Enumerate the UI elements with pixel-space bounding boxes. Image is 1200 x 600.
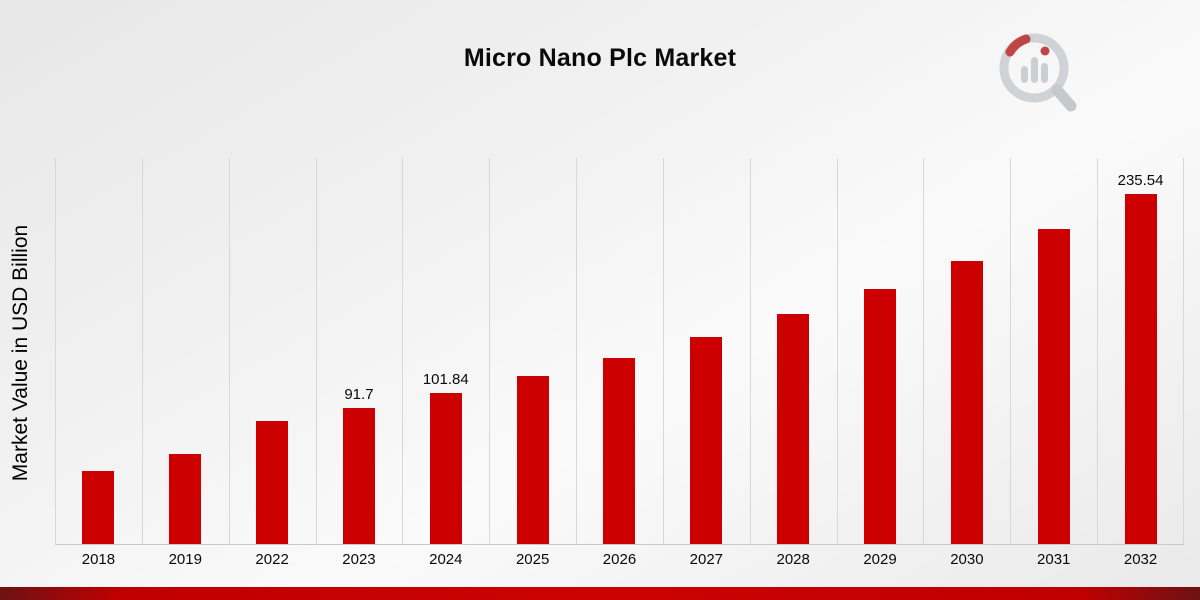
bar-2032 <box>1124 194 1157 544</box>
bottom-accent-bar <box>0 587 1200 600</box>
bar-2023 <box>342 407 375 544</box>
x-tick-2024: 2024 <box>429 551 463 568</box>
magnifier-bar-chart-logo-icon <box>990 26 1090 121</box>
bar-slot-2023: 91.7 <box>316 158 403 544</box>
vertical-gridline <box>1183 158 1184 544</box>
x-tick-2031: 2031 <box>1037 551 1071 568</box>
bar-2024 <box>429 392 462 544</box>
x-tick-2022: 2022 <box>255 551 289 568</box>
vertical-gridline <box>836 158 838 544</box>
bar-2029 <box>864 288 897 544</box>
bar-2030 <box>950 260 983 544</box>
bar-slot-2027 <box>663 158 750 544</box>
x-tick-2028: 2028 <box>776 551 810 568</box>
bar-slot-2026 <box>576 158 663 544</box>
bar-value-label: 235.54 <box>1117 172 1164 190</box>
x-tick-2027: 2027 <box>689 551 724 568</box>
bar-2028 <box>777 314 810 544</box>
bar-slot-2019 <box>142 158 229 544</box>
bar-slot-2024: 101.84 <box>402 158 489 544</box>
bar-value-label: 101.84 <box>422 370 469 388</box>
bar-slot-2031 <box>1010 158 1097 544</box>
x-tick-2026: 2026 <box>602 551 637 568</box>
bar-2027 <box>690 337 723 544</box>
vertical-gridline <box>923 158 925 544</box>
x-axis-tick-labels: 2018 2019 2022 2023 2024 2025 2026 2027 2028 2029… <box>55 551 1184 573</box>
vertical-gridline <box>489 158 491 544</box>
x-tick-2030: 2030 <box>950 551 984 568</box>
vertical-gridline <box>662 158 664 544</box>
y-axis-label: Market Value in USD Billion <box>9 224 33 481</box>
vertical-gridline <box>315 158 317 544</box>
vertical-gridline <box>55 158 56 544</box>
vertical-gridline <box>228 158 230 544</box>
bar-2025 <box>516 376 549 544</box>
x-tick-2025: 2025 <box>515 551 550 568</box>
x-tick-2019: 2019 <box>168 551 202 568</box>
bar-slot-2025 <box>489 158 576 544</box>
bar-slot-2032: 235.54 <box>1097 158 1184 544</box>
x-tick-2018: 2018 <box>81 551 116 568</box>
chart-title: Micro Nano Plc Market <box>463 44 737 72</box>
bar-value-label: 91.7 <box>344 385 374 403</box>
vertical-gridline <box>402 158 404 544</box>
bar-slot-2030 <box>923 158 1010 544</box>
bar-slot-2022 <box>229 158 316 544</box>
x-tick-2032: 2032 <box>1123 551 1158 568</box>
vertical-gridline <box>141 158 143 544</box>
bar-2018 <box>82 470 115 544</box>
bar-slot-2028 <box>750 158 837 544</box>
bar-2031 <box>1037 229 1070 544</box>
bar-2019 <box>169 454 202 544</box>
vertical-gridline <box>1010 158 1012 544</box>
plot-area: 91.7 101.84 235.54 <box>55 158 1184 545</box>
bar-slot-2018 <box>55 158 142 544</box>
vertical-gridline <box>1097 158 1099 544</box>
vertical-gridline <box>576 158 578 544</box>
bar-2026 <box>603 357 636 544</box>
bar-2022 <box>256 421 289 544</box>
x-tick-2023: 2023 <box>342 551 376 568</box>
x-tick-2029: 2029 <box>863 551 897 568</box>
bar-slot-2029 <box>837 158 924 544</box>
vertical-gridline <box>749 158 751 544</box>
